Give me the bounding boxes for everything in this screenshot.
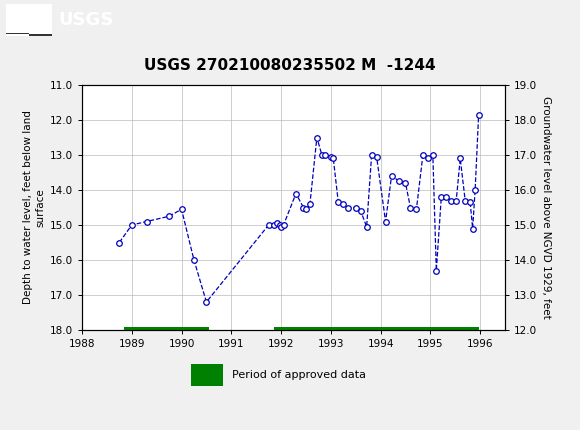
Bar: [6, 33, 29, 34]
Bar: [6, 4, 52, 36]
Text: Period of approved data: Period of approved data: [232, 370, 366, 380]
Y-axis label: Depth to water level, feet below land
surface: Depth to water level, feet below land su…: [23, 111, 46, 304]
Text: USGS: USGS: [58, 11, 113, 29]
Bar: [29, 34, 52, 36]
Text: USGS 270210080235502 M  -1244: USGS 270210080235502 M -1244: [144, 58, 436, 73]
Y-axis label: Groundwater level above NGVD 1929, feet: Groundwater level above NGVD 1929, feet: [541, 96, 552, 319]
Bar: [191, 364, 223, 386]
